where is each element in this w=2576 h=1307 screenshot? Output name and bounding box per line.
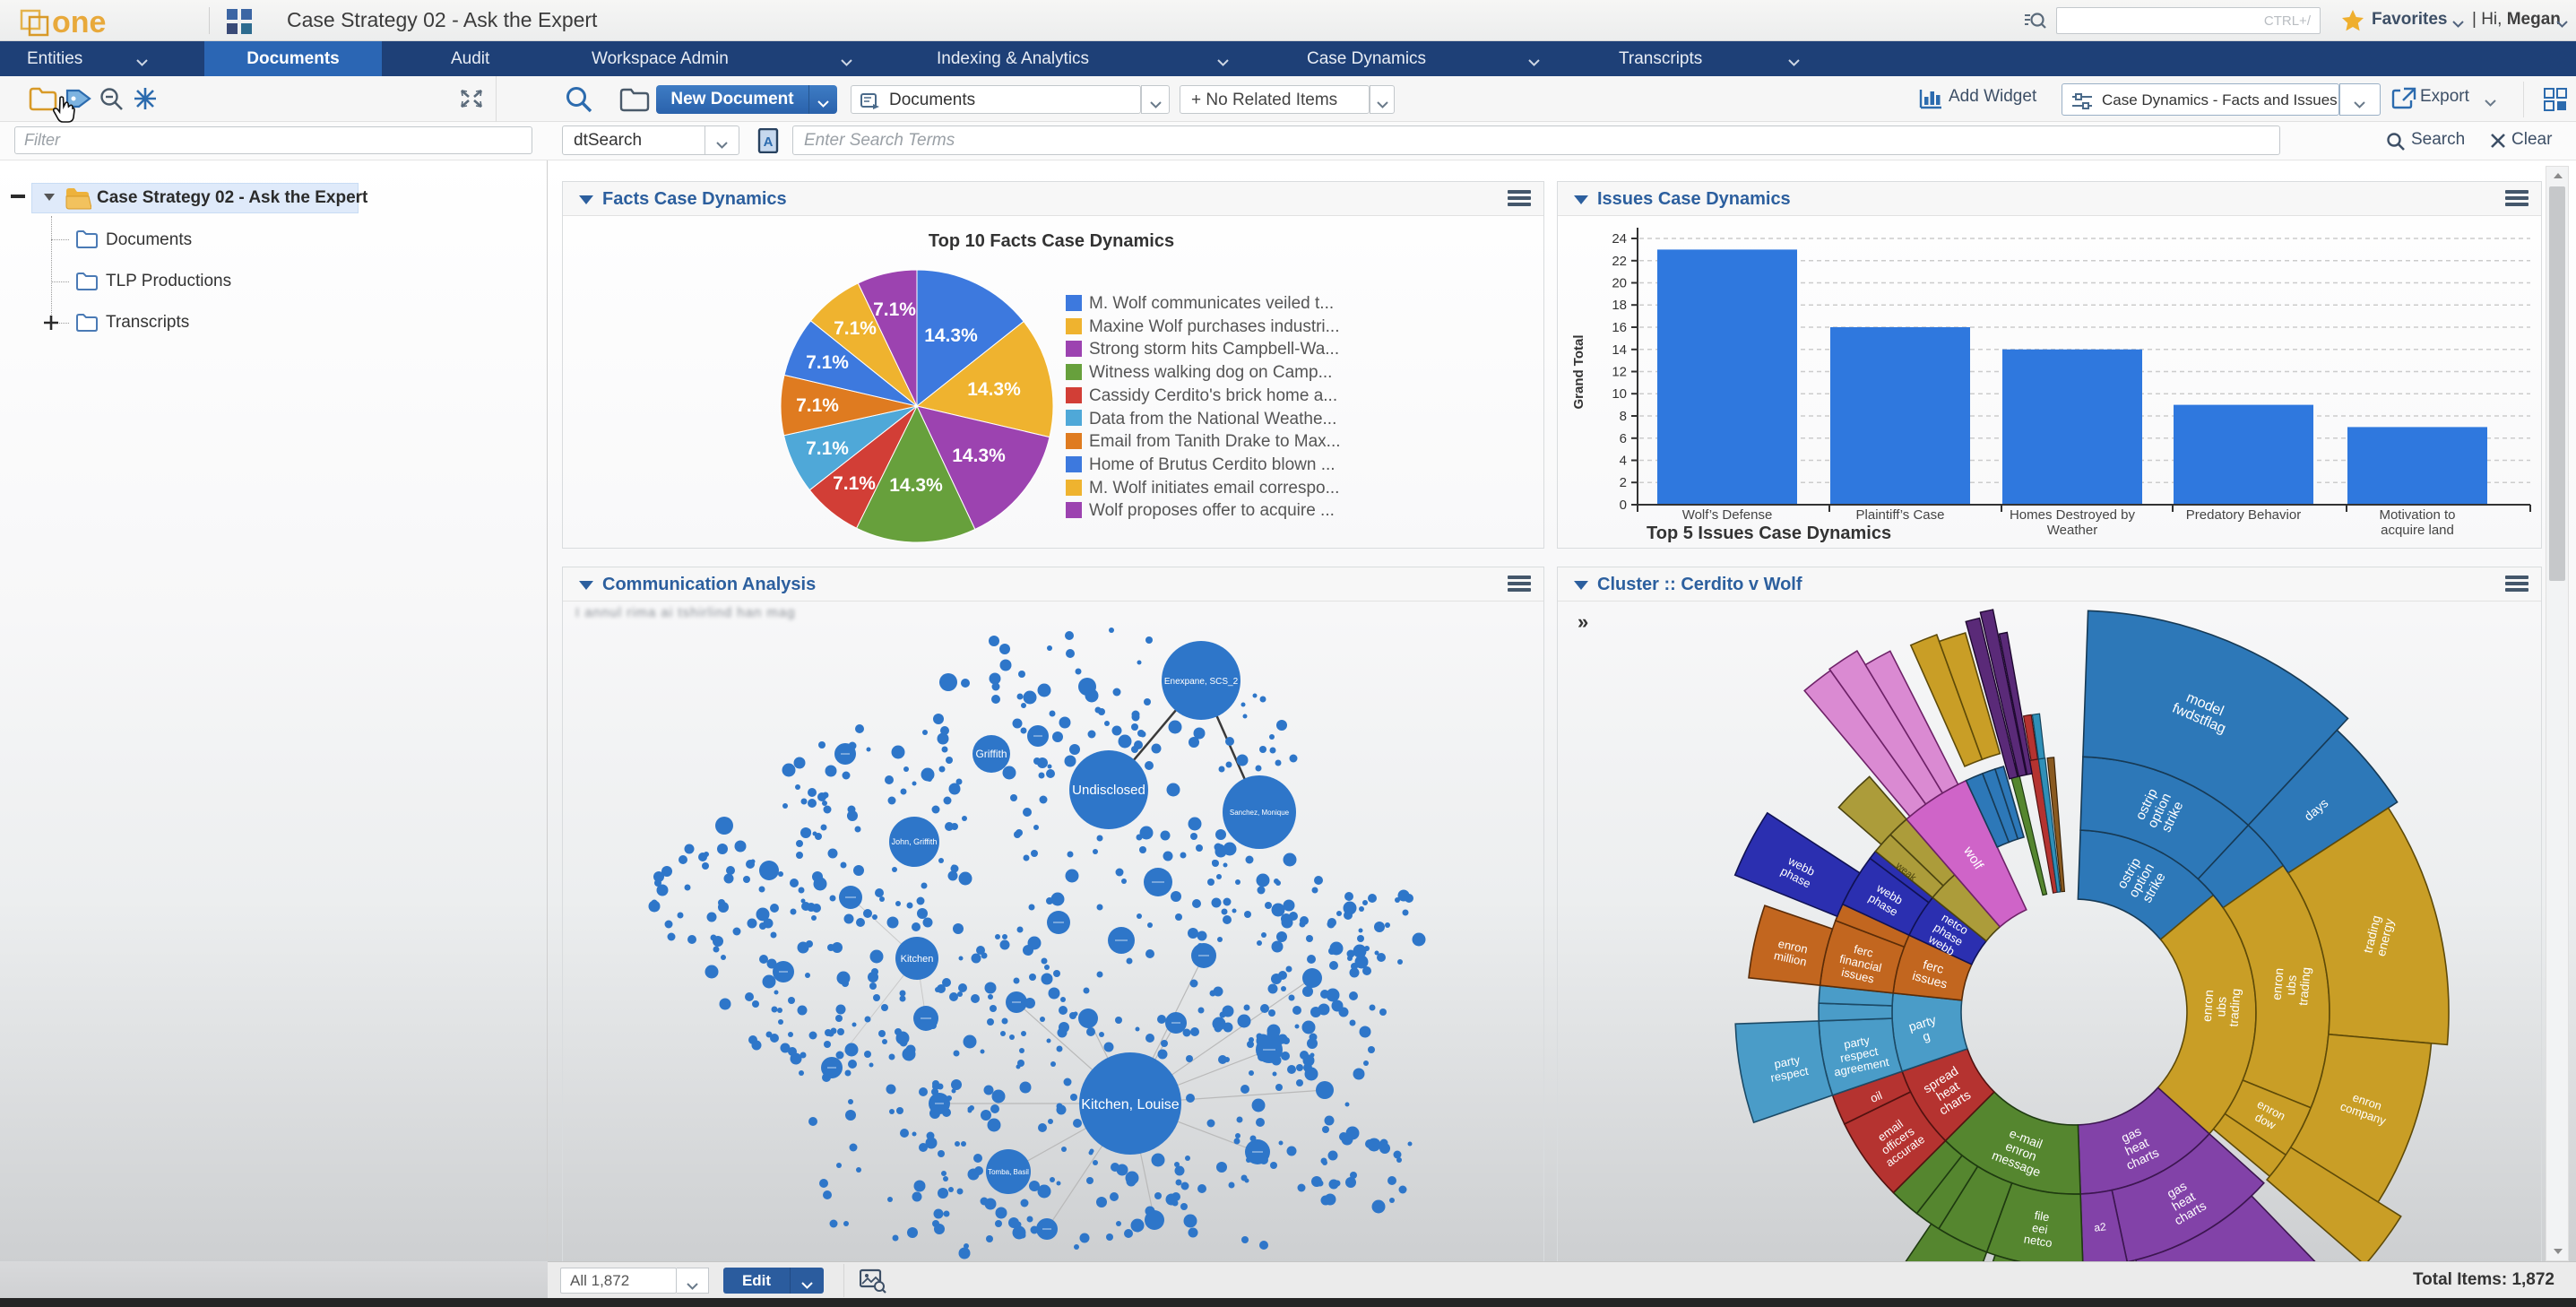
svg-text:Top 5 Issues Case Dynamics: Top 5 Issues Case Dynamics — [1647, 524, 1891, 543]
svg-text:16: 16 — [1612, 320, 1627, 335]
svg-text:Weather: Weather — [2047, 523, 2097, 538]
svg-text:Email from Tanith Drake to Max: Email from Tanith Drake to Max... — [1089, 432, 1341, 451]
svg-text:20: 20 — [1612, 276, 1627, 291]
svg-text:Wolf proposes offer to acquire: Wolf proposes offer to acquire ... — [1089, 501, 1335, 520]
svg-text:24: 24 — [1612, 231, 1627, 247]
svg-text:Undisclosed: Undisclosed — [1072, 783, 1145, 798]
svg-text:Tomba, Basil: Tomba, Basil — [988, 1168, 1029, 1176]
svg-text:M. Wolf communicates veiled t.: M. Wolf communicates veiled t... — [1089, 294, 1334, 313]
svg-text:enronubstrading: enronubstrading — [2269, 965, 2313, 1007]
svg-text:4: 4 — [1620, 454, 1627, 469]
svg-text:Witness walking dog on Camp...: Witness walking dog on Camp... — [1089, 363, 1332, 382]
svg-text:12: 12 — [1612, 365, 1627, 380]
svg-text:14.3%: 14.3% — [952, 446, 1006, 466]
svg-text:enronubstrading: enronubstrading — [2200, 986, 2243, 1027]
svg-text:2: 2 — [1620, 475, 1627, 490]
svg-text:Predatory Behavior: Predatory Behavior — [2186, 507, 2301, 523]
svg-text:M. Wolf initiates email corres: M. Wolf initiates email correspo... — [1089, 479, 1339, 498]
svg-text:14.3%: 14.3% — [889, 475, 943, 496]
svg-text:Plaintiff’s Case: Plaintiff’s Case — [1856, 507, 1945, 523]
svg-text:Cassidy Cerdito's brick home a: Cassidy Cerdito's brick home a... — [1089, 386, 1337, 405]
svg-text:Strong storm hits Campbell-Wa.: Strong storm hits Campbell-Wa... — [1089, 340, 1339, 359]
svg-text:Wolf’s Defense: Wolf’s Defense — [1682, 507, 1773, 523]
svg-text:0: 0 — [1620, 498, 1627, 513]
svg-text:Kitchen, Louise: Kitchen, Louise — [1081, 1097, 1180, 1112]
svg-text:a2: a2 — [2094, 1220, 2107, 1234]
svg-text:8: 8 — [1620, 409, 1627, 424]
svg-text:10: 10 — [1612, 386, 1627, 402]
svg-text:A: A — [764, 134, 774, 150]
svg-text:oil: oil — [1868, 1088, 1884, 1105]
svg-text:fileeeinetco: fileeeinetco — [2023, 1207, 2057, 1250]
svg-text:Data from the National Weathe.: Data from the National Weathe... — [1089, 410, 1336, 428]
svg-text:Top 10 Facts Case Dynamics: Top 10 Facts Case Dynamics — [929, 231, 1174, 251]
svg-text:7.1%: 7.1% — [806, 352, 849, 373]
svg-text:18: 18 — [1612, 298, 1627, 313]
svg-text:Griffith: Griffith — [975, 748, 1007, 760]
svg-text:Maxine Wolf purchases industri: Maxine Wolf purchases industri... — [1089, 317, 1340, 336]
svg-text:14.3%: 14.3% — [967, 379, 1021, 400]
svg-text:enronmillion: enronmillion — [1773, 936, 1811, 968]
svg-text:7.1%: 7.1% — [796, 395, 839, 416]
svg-text:7.1%: 7.1% — [834, 318, 877, 339]
svg-text:Homes Destroyed by: Homes Destroyed by — [2010, 507, 2136, 523]
svg-text:22: 22 — [1612, 254, 1627, 269]
svg-text:Sanchez, Monique: Sanchez, Monique — [1230, 809, 1290, 817]
svg-text:one: one — [52, 5, 106, 38]
svg-text:Motivation to: Motivation to — [2379, 507, 2455, 523]
svg-text:Grand Total: Grand Total — [1571, 334, 1586, 409]
svg-text:Kitchen: Kitchen — [901, 954, 934, 965]
svg-text:acquire land: acquire land — [2381, 523, 2454, 538]
svg-text:6: 6 — [1620, 431, 1627, 446]
svg-text:7.1%: 7.1% — [833, 473, 876, 494]
svg-text:Enexpane, SCS_2: Enexpane, SCS_2 — [1164, 677, 1239, 687]
svg-text:7.1%: 7.1% — [806, 438, 849, 459]
svg-text:John, Griffith: John, Griffith — [892, 837, 938, 846]
svg-text:14.3%: 14.3% — [924, 325, 978, 346]
svg-text:14: 14 — [1612, 342, 1627, 358]
svg-text:7.1%: 7.1% — [873, 299, 916, 320]
svg-text:Home of Brutus Cerdito blown .: Home of Brutus Cerdito blown ... — [1089, 455, 1336, 474]
